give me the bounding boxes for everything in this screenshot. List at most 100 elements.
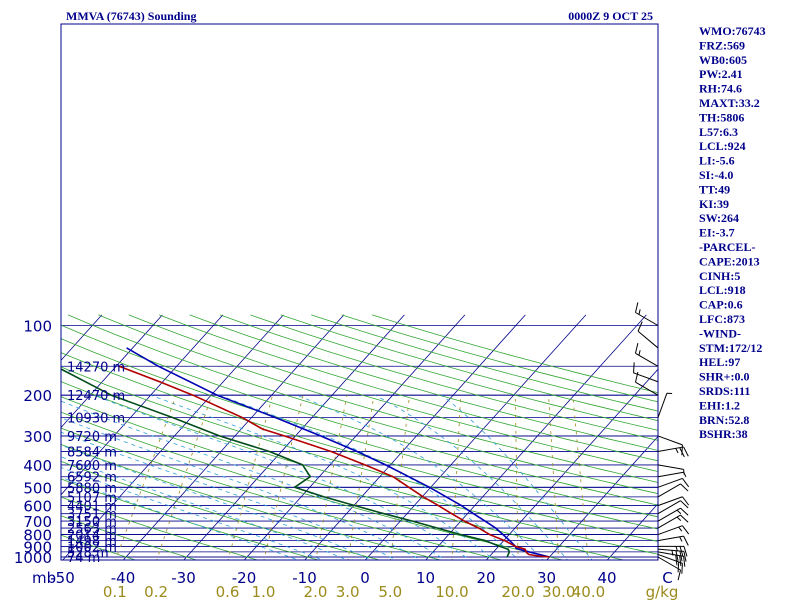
sounding-indices: WMO:76743FRZ:569WB0:605PW:2.41RH:74.6MAX… [699, 24, 766, 441]
moist-adiabat-line [93, 394, 471, 560]
sounding-index: SI:-4.0 [699, 168, 733, 182]
dry-adiabat-line [61, 444, 443, 560]
sounding-index: BSHR:38 [699, 427, 748, 441]
dry-adiabat-line [61, 496, 259, 560]
sounding-index: TT:49 [699, 182, 730, 196]
sounding-index: SRDS:111 [699, 384, 750, 398]
pressure-tick-label: 500 [23, 479, 52, 497]
height-label: 6592 m [67, 471, 117, 486]
temperature-profile-line [118, 365, 550, 558]
wind-barb [657, 556, 682, 581]
temperature-tick-label: C [662, 569, 672, 587]
temperature-tick-label: -30 [171, 569, 196, 587]
sounding-index: FRZ:569 [699, 38, 745, 52]
pressure-tick-label: 700 [23, 513, 52, 531]
height-label: 12470 m [67, 389, 125, 404]
height-label: 1002 m [67, 540, 117, 555]
mixing-ratio-unit-label: g/kg [646, 583, 679, 600]
sounding-index: CAPE:2013 [699, 254, 760, 268]
moist-adiabat-line [441, 394, 593, 560]
chart-datetime: 0000Z 9 OCT 25 [568, 9, 653, 23]
dry-adiabat-line [61, 324, 658, 506]
pressure-tick-label: 600 [23, 498, 52, 516]
wind-barb [657, 525, 690, 536]
temperature-tick-label: 10 [416, 569, 435, 587]
dry-adiabat-line [61, 515, 198, 560]
dry-adiabat-line [61, 396, 626, 560]
wind-barb [634, 302, 659, 326]
wind-barb [657, 464, 685, 475]
moist-adiabat-line [61, 476, 300, 560]
dry-adiabat-line [250, 314, 658, 431]
sounding-index: BRN:52.8 [699, 413, 749, 427]
temperature-tick-label: -40 [111, 569, 136, 587]
sounding-index: EI:-3.7 [699, 226, 735, 240]
temperature-tick-label: -50 [50, 569, 75, 587]
moist-adiabat-line [61, 431, 397, 560]
plot-frame [60, 23, 659, 561]
moist-adiabat-line [296, 394, 544, 560]
sounding-index: WMO:76743 [699, 24, 766, 38]
isotherm-line [304, 314, 526, 560]
dry-adiabat-line [61, 534, 137, 560]
mixing-ratio-tick-label: 2.0 [304, 583, 328, 600]
wind-barbs [633, 302, 690, 581]
pressure-tick-label: 300 [23, 428, 52, 446]
mixing-ratio-tick-label: 0.1 [103, 583, 127, 600]
dry-adiabat-line [61, 338, 658, 518]
wind-barb [634, 342, 659, 367]
wind-barb [657, 435, 683, 456]
wind-barb [657, 548, 687, 562]
pressure-tick-label: 400 [23, 457, 52, 475]
height-label: 1498 m [67, 535, 117, 550]
height-label: 2014 m [67, 529, 117, 544]
height-label: 3150 m [67, 515, 117, 530]
wind-barb [657, 553, 683, 574]
sounding-index: EHI:1.2 [699, 398, 740, 412]
wind-barb [657, 535, 689, 546]
dry-adiabat-line [61, 478, 320, 560]
isotherm-line [122, 314, 345, 560]
sounding-index: SHR+:0.0 [699, 370, 750, 384]
mixing-ratio-line [514, 395, 519, 560]
wind-barb [658, 545, 688, 557]
temperature-tick-label: -20 [232, 569, 257, 587]
mixing-ratio-line [156, 395, 213, 560]
isotherm-line [364, 314, 587, 560]
sounding-index: HEL:97 [699, 355, 740, 369]
height-label: 14270 m [67, 360, 125, 375]
isotherm-line [606, 503, 658, 560]
temperature-tick-label: 20 [476, 569, 495, 587]
sounding-index: STM:172/12 [699, 341, 762, 355]
wind-barb [657, 514, 689, 529]
wind-barb [657, 392, 673, 418]
temperature-tick-label: 30 [537, 569, 556, 587]
dry-adiabat-line [159, 314, 658, 462]
dry-adiabat-line [61, 366, 658, 542]
mixing-ratio-tick-label: 3.0 [336, 583, 360, 600]
sounding-index: KI:39 [699, 197, 729, 211]
height-label: 528 m [67, 546, 109, 561]
mixing-ratio-tick-label: 1.0 [252, 583, 276, 600]
dry-adiabat-line [128, 314, 658, 472]
dry-adiabat-line [61, 427, 504, 560]
dry-adiabat-line [189, 314, 658, 451]
height-label: 3751 m [67, 508, 117, 523]
mixing-ratio-tick-label: 30.0 [542, 583, 575, 600]
sounding-index: PW:2.41 [699, 67, 743, 81]
height-label: 7600 m [67, 459, 117, 474]
chart-title: MMVA (76743) Sounding [66, 9, 196, 23]
sounding-index: CINH:5 [699, 269, 740, 283]
height-label: 5880 m [67, 481, 117, 496]
dry-adiabat-line [61, 352, 658, 530]
temperature-tick-label: -10 [292, 569, 317, 587]
sounding-index: WB0:605 [699, 53, 747, 67]
isotherm-line [61, 314, 163, 429]
isotherm-line [546, 435, 658, 560]
moist-adiabat-line [61, 417, 422, 560]
mixing-ratio-tick-label: 40.0 [572, 583, 605, 600]
wind-barb [657, 496, 690, 507]
wind-barb [634, 371, 659, 396]
height-label: 5107 m [67, 491, 117, 506]
